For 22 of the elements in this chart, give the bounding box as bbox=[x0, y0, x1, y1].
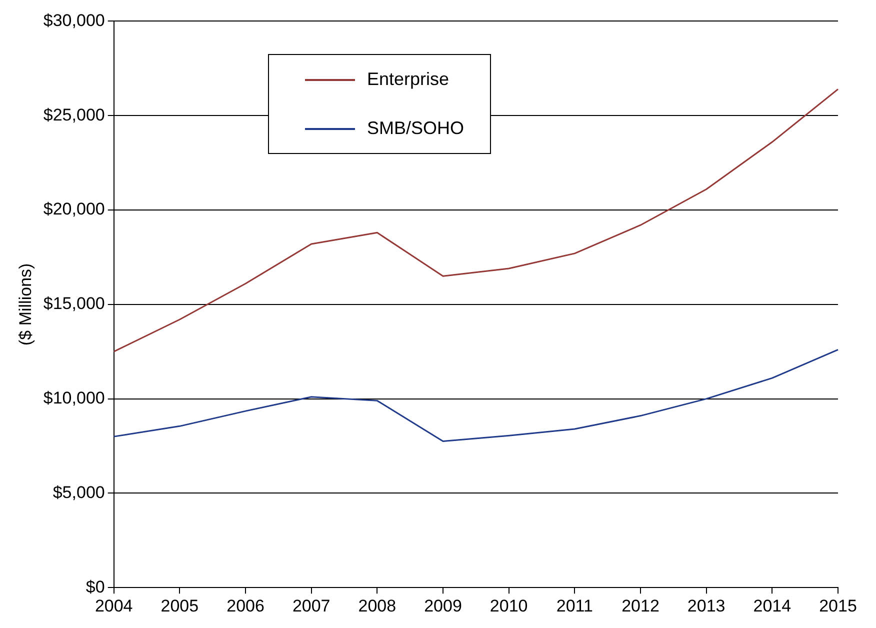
x-tick-label: 2006 bbox=[226, 596, 264, 616]
x-tick-label: 2014 bbox=[753, 596, 792, 616]
legend-label: SMB/SOHO bbox=[367, 118, 464, 139]
x-tick-label: 2007 bbox=[292, 596, 330, 616]
legend-label: Enterprise bbox=[367, 69, 450, 90]
x-tick-label: 2008 bbox=[358, 596, 396, 616]
y-axis-title: ($ Millions) bbox=[16, 263, 35, 346]
y-tick-label: $0 bbox=[86, 577, 105, 596]
y-tick-label: $25,000 bbox=[43, 105, 105, 124]
y-tick-label: $30,000 bbox=[43, 10, 105, 30]
y-tick-label: $20,000 bbox=[43, 200, 105, 219]
x-tick-label: 2004 bbox=[94, 596, 133, 616]
x-tick-label: 2009 bbox=[424, 596, 462, 616]
x-tick-label: 2013 bbox=[687, 596, 726, 616]
x-tick-label: 2005 bbox=[160, 596, 199, 616]
x-tick-label: 2010 bbox=[490, 596, 528, 616]
y-tick-label: $5,000 bbox=[52, 482, 105, 502]
y-tick-label: $10,000 bbox=[43, 388, 105, 408]
y-tick-label: $15,000 bbox=[43, 294, 105, 314]
x-tick-label: 2015 bbox=[819, 596, 857, 616]
x-tick-label: 2011 bbox=[556, 596, 593, 616]
x-tick-label: 2012 bbox=[622, 596, 660, 616]
